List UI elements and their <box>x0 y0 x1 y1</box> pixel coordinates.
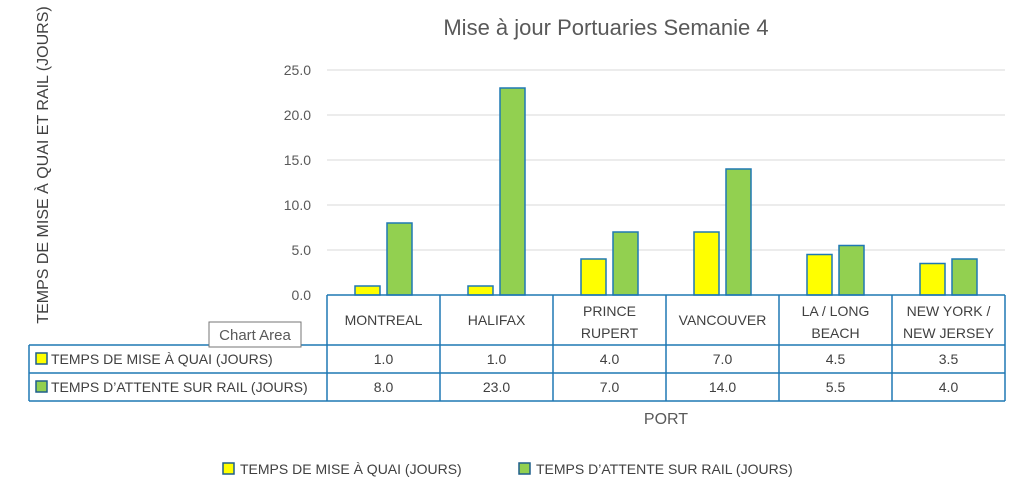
y-axis-label: TEMPS DE MISE À QUAI ET RAIL (JOURS) <box>33 6 52 323</box>
series-key-0 <box>35 352 48 365</box>
bar-rail <box>725 168 752 296</box>
category-label: NEW JERSEY <box>903 325 995 341</box>
bar-quai <box>467 285 494 296</box>
y-tick-label: 15.0 <box>284 152 311 168</box>
y-tick-label: 10.0 <box>284 197 311 213</box>
chart-title: Mise à jour Portuaries Semanie 4 <box>443 15 768 40</box>
legend-label: TEMPS DE MISE À QUAI (JOURS) <box>240 461 462 477</box>
y-tick-label: 20.0 <box>284 107 311 123</box>
y-tick-label: 25.0 <box>284 62 311 78</box>
bar-rail <box>951 258 978 296</box>
y-tick-labels: 0.0 5.0 10.0 15.0 20.0 25.0 <box>284 62 311 303</box>
data-cell: 3.5 <box>939 351 959 367</box>
bar-rail <box>838 244 865 296</box>
category-label: PRINCE <box>583 303 636 319</box>
category-label: VANCOUVER <box>679 312 767 328</box>
data-cell: 14.0 <box>709 379 736 395</box>
data-cell: 1.0 <box>487 351 507 367</box>
bar-quai <box>693 231 720 296</box>
data-cell: 4.5 <box>826 351 846 367</box>
category-label: MONTREAL <box>345 312 423 328</box>
series-row-label: TEMPS DE MISE À QUAI (JOURS) <box>51 351 273 367</box>
bar-quai <box>580 258 607 296</box>
data-cell: 4.0 <box>600 351 620 367</box>
bar-rail <box>386 222 413 296</box>
gridlines <box>327 69 1005 251</box>
data-cell: 5.5 <box>826 379 846 395</box>
data-cell: 7.0 <box>600 379 620 395</box>
tooltip-text: Chart Area <box>219 327 291 344</box>
legend: TEMPS DE MISE À QUAI (JOURS) TEMPS D’ATTE… <box>222 461 793 477</box>
bar-quai <box>354 285 381 296</box>
y-tick-label: 0.0 <box>292 287 312 303</box>
data-cell: 23.0 <box>483 379 510 395</box>
bar-rail <box>612 231 639 296</box>
series-key-1 <box>35 380 48 393</box>
legend-swatch <box>518 462 531 475</box>
y-tick-label: 5.0 <box>292 242 312 258</box>
chart-area-tooltip: Chart Area <box>208 321 302 348</box>
category-label: RUPERT <box>581 325 639 341</box>
bar-quai <box>806 253 833 296</box>
data-table: MONTREAL HALIFAX PRINCE RUPERT VANCOUVER LA /… <box>28 294 1006 402</box>
legend-label: TEMPS D’ATTENTE SUR RAIL (JOURS) <box>536 461 793 477</box>
data-cell: 8.0 <box>374 379 394 395</box>
category-label: LA / LONG <box>802 303 870 319</box>
category-label: NEW YORK / <box>907 303 991 319</box>
category-label: BEACH <box>811 325 859 341</box>
series-row-label: TEMPS D’ATTENTE SUR RAIL (JOURS) <box>51 379 308 395</box>
bar-quai <box>919 262 946 296</box>
bar-rail <box>499 87 526 296</box>
data-cell: 4.0 <box>939 379 959 395</box>
data-cell: 7.0 <box>713 351 733 367</box>
data-cell: 1.0 <box>374 351 394 367</box>
legend-swatch <box>222 462 235 475</box>
bars <box>354 87 978 296</box>
x-axis-label: PORT <box>644 411 688 428</box>
category-label: HALIFAX <box>468 312 526 328</box>
